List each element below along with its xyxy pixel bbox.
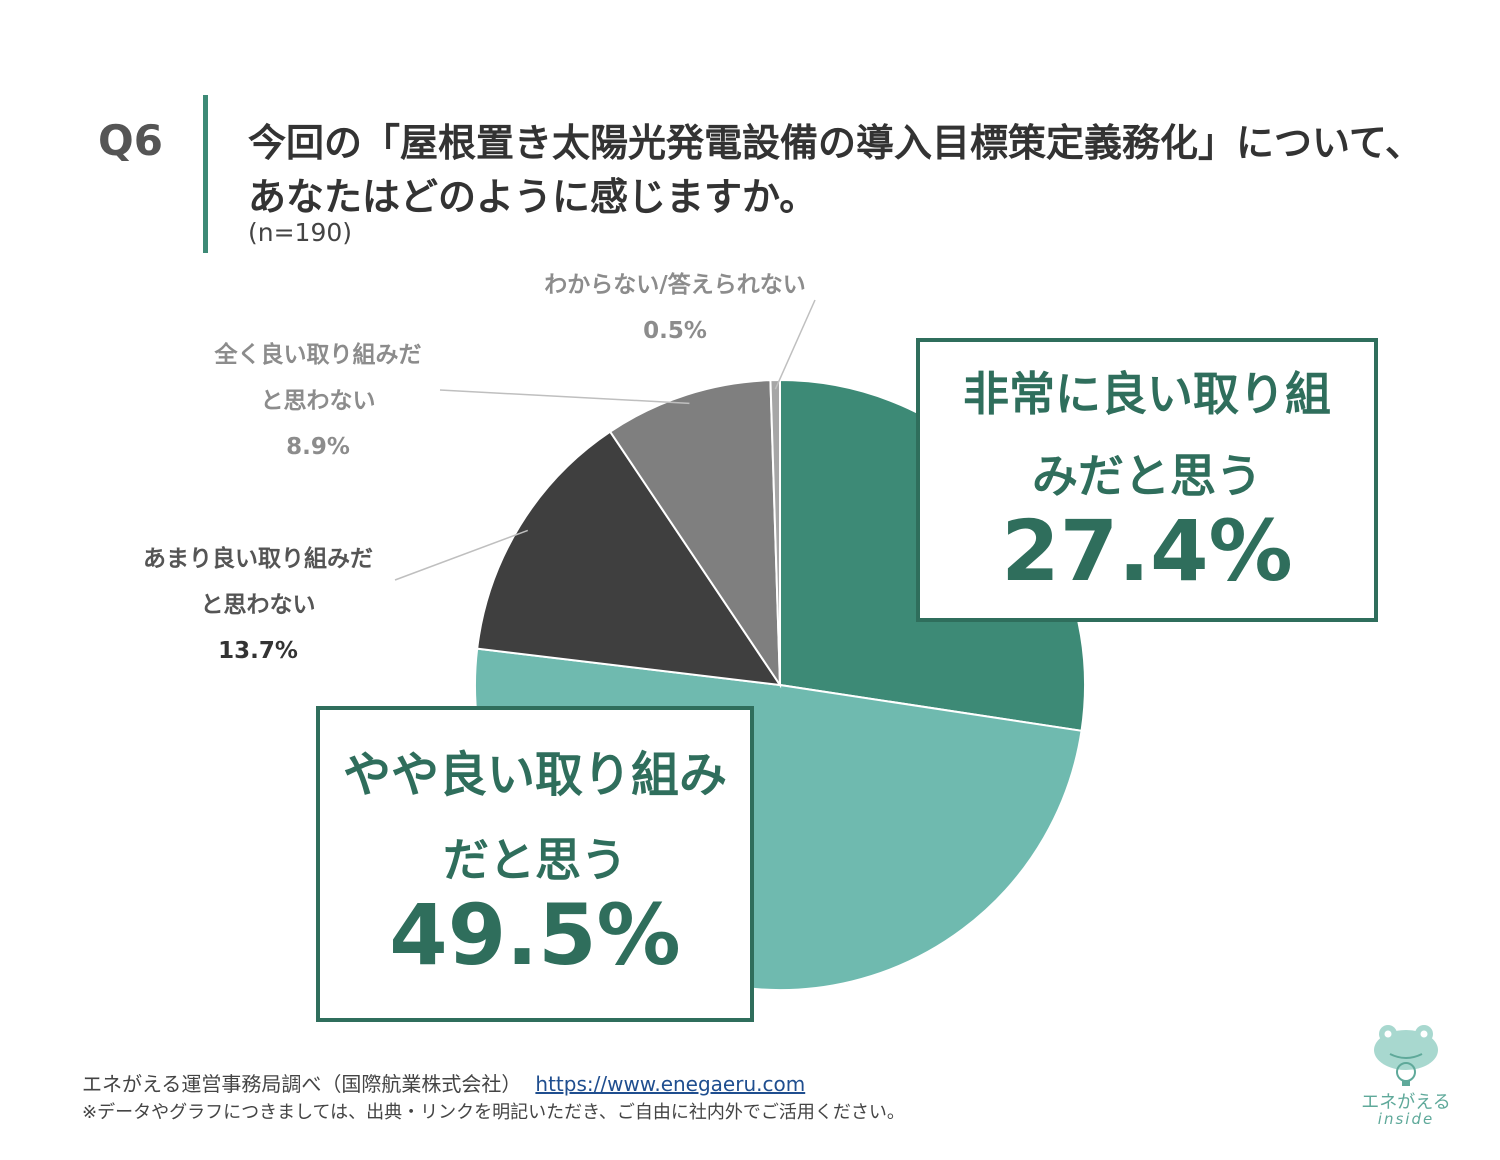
label-not-good-at-all: 全く良い取り組みだ と思わない 8.9% bbox=[178, 332, 458, 470]
label-box-somewhat-good-value: 49.5% bbox=[389, 886, 681, 984]
label-not-very-good: あまり良い取り組みだ と思わない 13.7% bbox=[108, 536, 408, 674]
label-not-good-at-all-value: 8.9% bbox=[286, 434, 350, 460]
frog-lightbulb-icon bbox=[1374, 1025, 1438, 1086]
label-dont-know: わからない/答えられない 0.5% bbox=[500, 262, 850, 354]
slice-not-good-at-all bbox=[608, 379, 782, 689]
footer-url-link[interactable]: https://www.enegaeru.com bbox=[535, 1072, 806, 1096]
label-dont-know-name: わからない/答えられない bbox=[544, 272, 806, 298]
logo-subtext: inside bbox=[1377, 1110, 1435, 1128]
label-not-good-at-all-line-1: 全く良い取り組みだ bbox=[214, 342, 422, 368]
label-box-very-good-line-2: みだと思う bbox=[1032, 449, 1262, 503]
footer-source-text: エネがえる運営事務局調べ（国際航業株式会社） bbox=[82, 1072, 522, 1096]
footer-note: ※データやグラフにつきましては、出典・リンクを明記いただき、ご自由に社内外でご活… bbox=[82, 1102, 905, 1123]
leader-line-dont-know bbox=[774, 299, 816, 390]
footer-source: エネがえる運営事務局調べ（国際航業株式会社） https://www.enegae… bbox=[82, 1068, 805, 1097]
question-number: Q6 bbox=[98, 116, 163, 165]
chart-title-line-2: あなたはどのように感じますか。 bbox=[248, 175, 818, 219]
label-box-somewhat-good-line-2: だと思う bbox=[443, 833, 627, 887]
title-accent-bar bbox=[203, 95, 208, 253]
logo-text: エネがえる bbox=[1361, 1092, 1451, 1113]
label-dont-know-value: 0.5% bbox=[643, 318, 707, 344]
label-box-somewhat-good-line-1: やや良い取り組み bbox=[342, 747, 727, 803]
sample-size: (n=190) bbox=[248, 218, 353, 247]
label-not-very-good-line-2: と思わない bbox=[200, 592, 316, 618]
label-not-very-good-line-1: あまり良い取り組みだ bbox=[143, 546, 373, 572]
label-not-good-at-all-line-2: と思わない bbox=[260, 388, 376, 414]
label-box-very-good-value: 27.4% bbox=[1001, 502, 1293, 600]
leader-line-not-good-at-all bbox=[439, 389, 690, 405]
chart-title-line-1: 今回の「屋根置き太陽光発電設備の導入目標策定義務化」について、 bbox=[248, 121, 1423, 165]
label-box-very-good-line-1: 非常に良い取り組 bbox=[963, 367, 1331, 421]
leader-line-not-very-good bbox=[394, 529, 529, 581]
label-box-very-good: 非常に良い取り組 みだと思う 27.4% bbox=[916, 338, 1378, 622]
label-box-somewhat-good: やや良い取り組み だと思う 49.5% bbox=[316, 706, 754, 1022]
slice-not-very-good bbox=[476, 430, 783, 687]
label-not-very-good-value: 13.7% bbox=[218, 638, 298, 664]
